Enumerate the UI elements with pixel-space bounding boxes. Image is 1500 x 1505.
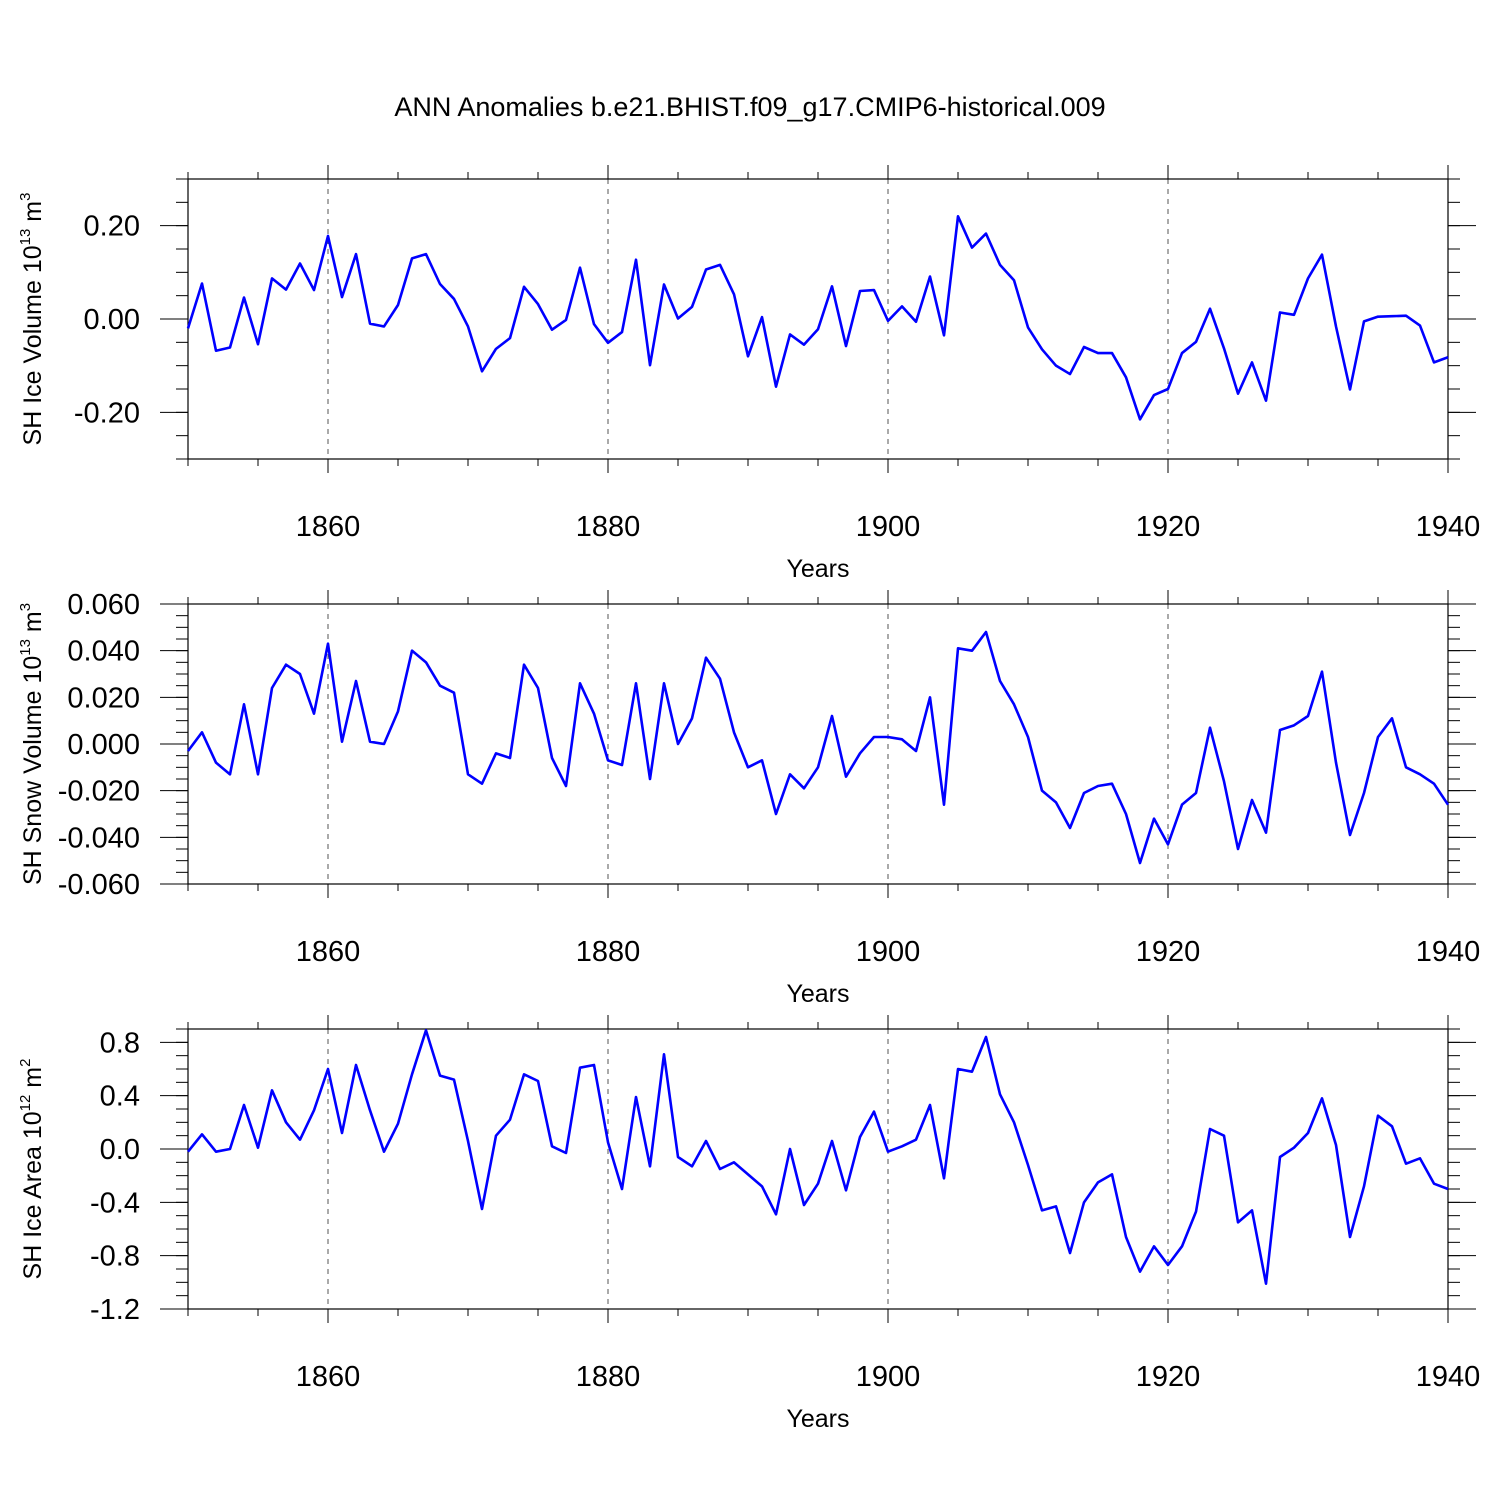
x-axis-title: Years <box>786 1405 849 1433</box>
xtick-label: 1920 <box>1136 1361 1201 1393</box>
ytick-label: 0.20 <box>84 211 140 243</box>
y-axis-title: SH Ice Volume 1013 m3 <box>17 193 47 446</box>
panel-1: -0.20 0.00 0.20 1860 1880 1900 1920 1940 Years SH… <box>17 165 1480 583</box>
xtick-label: 1880 <box>576 936 641 968</box>
y-axis-title-main: SH Ice Volume 10 <box>19 245 47 445</box>
xtick-label: 1920 <box>1136 511 1201 543</box>
y-axis-title: SH Snow Volume 1013 m3 <box>17 603 47 885</box>
x-axis-title: Years <box>786 980 849 1008</box>
y-axis-title: SH Ice Area 1012 m2 <box>17 1059 47 1280</box>
x-axis-title: Years <box>786 555 849 583</box>
ytick-label: 0.000 <box>67 729 140 761</box>
y-axis-title-unit-exponent: 2 <box>17 1059 34 1067</box>
y-axis-title-main: SH Snow Volume 10 <box>19 656 47 885</box>
xtick-label: 1940 <box>1416 936 1481 968</box>
y-axis-title-unit-exponent: 3 <box>17 603 34 611</box>
xtick-label: 1860 <box>296 936 361 968</box>
xtick-label: 1860 <box>296 1361 361 1393</box>
y-axis-title-unit-exponent: 3 <box>17 193 34 201</box>
xtick-label: 1900 <box>856 511 921 543</box>
xtick-label: 1880 <box>576 1361 641 1393</box>
series-line-3 <box>186 1029 1449 1285</box>
ytick-label: 0.0 <box>100 1134 140 1166</box>
xtick-label: 1920 <box>1136 936 1201 968</box>
ytick-label: 0.8 <box>100 1027 140 1059</box>
y-axis-title-exponent: 13 <box>17 229 34 246</box>
xtick-label: 1880 <box>576 511 641 543</box>
plot-frame <box>187 178 1449 460</box>
series-line-1 <box>186 215 1449 421</box>
y-axis-title-unit: m <box>19 1067 47 1095</box>
xtick-label: 1940 <box>1416 511 1481 543</box>
xtick-label: 1940 <box>1416 1361 1481 1393</box>
ytick-label: -0.020 <box>58 776 140 808</box>
ytick-label: -0.20 <box>74 397 140 429</box>
panel-3: -1.2 -0.8 -0.4 0.0 0.4 0.8 1860 1880 1900 1920 194… <box>17 1015 1480 1433</box>
ytick-label: 0.00 <box>84 304 140 336</box>
panel-2: -0.060 -0.040 -0.020 0.000 0.020 0.040 0.060 18… <box>17 589 1480 1008</box>
series-line-2 <box>186 630 1450 865</box>
y-axis-title-unit: m <box>19 201 47 229</box>
y-axis-title-main: SH Ice Area 10 <box>19 1111 47 1279</box>
ytick-label: -0.060 <box>58 869 140 901</box>
y-axis-title-unit: m <box>19 611 47 639</box>
ytick-label: 0.060 <box>67 589 140 621</box>
ytick-label: 0.020 <box>67 682 140 714</box>
plot-frame <box>187 1028 1449 1310</box>
ytick-label: 0.040 <box>67 636 140 668</box>
ytick-label: -0.8 <box>90 1241 140 1273</box>
xtick-label: 1860 <box>296 511 361 543</box>
ytick-label: -0.4 <box>90 1187 140 1219</box>
xtick-label: 1900 <box>856 936 921 968</box>
y-axis-title-exponent: 12 <box>17 1095 34 1112</box>
ytick-label: 0.4 <box>100 1081 140 1113</box>
figure-title: ANN Anomalies b.e21.BHIST.f09_g17.CMIP6-… <box>394 92 1105 122</box>
xtick-label: 1900 <box>856 1361 921 1393</box>
ytick-label: -0.040 <box>58 822 140 854</box>
y-axis-title-exponent: 13 <box>17 639 34 656</box>
ytick-label: -1.2 <box>90 1294 140 1326</box>
